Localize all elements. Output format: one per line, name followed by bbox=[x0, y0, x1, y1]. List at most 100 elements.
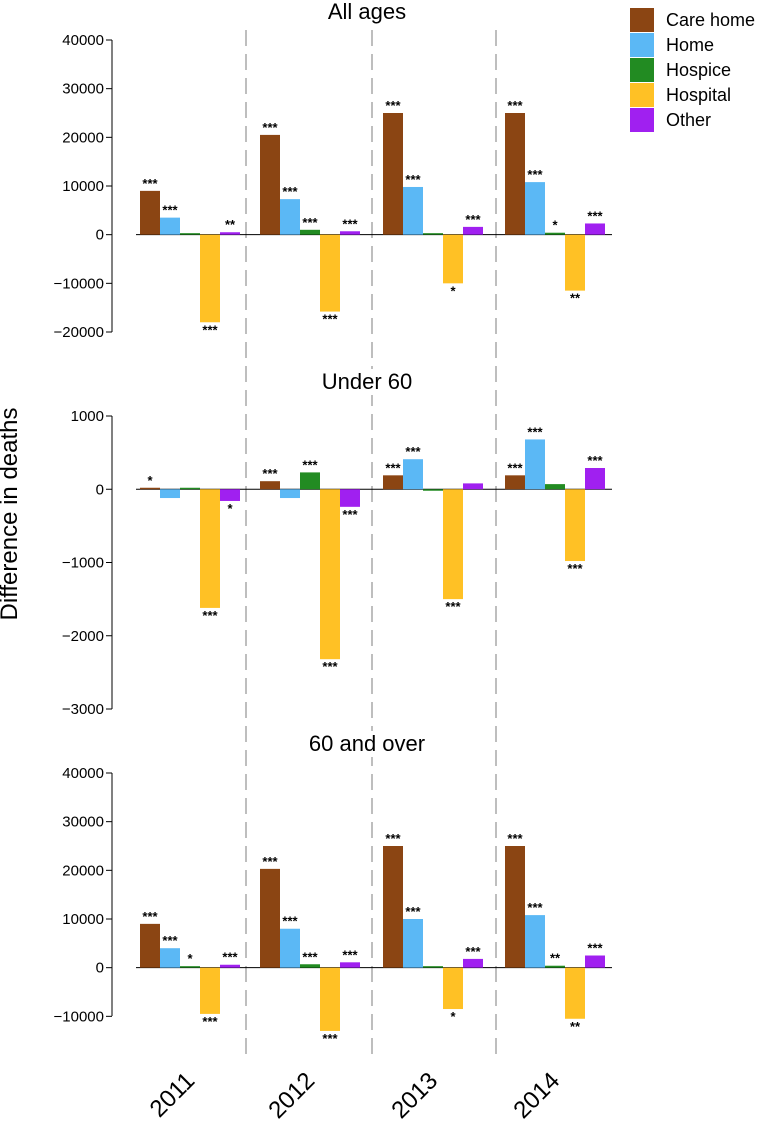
x-tick-label: 2013 bbox=[386, 1067, 443, 1124]
significance-label: *** bbox=[405, 444, 421, 459]
panel-title: 60 and over bbox=[309, 731, 425, 756]
significance-label: *** bbox=[405, 172, 421, 187]
bar-care-home bbox=[140, 190, 160, 235]
bar-hospital bbox=[320, 234, 340, 312]
significance-label: *** bbox=[465, 944, 481, 959]
significance-label: *** bbox=[507, 831, 523, 846]
bar-home bbox=[403, 186, 423, 235]
bar-other bbox=[585, 955, 605, 968]
bar-hospital bbox=[200, 489, 220, 608]
significance-label: *** bbox=[322, 1031, 338, 1046]
significance-label: *** bbox=[527, 167, 543, 182]
bar-care-home bbox=[260, 134, 280, 235]
panel-title: All ages bbox=[328, 0, 406, 24]
bar-home bbox=[160, 217, 180, 235]
significance-label: * bbox=[227, 501, 233, 516]
year-separators bbox=[245, 30, 497, 1060]
y-tick-label: −2000 bbox=[62, 628, 104, 645]
bar-other bbox=[463, 483, 483, 490]
legend-swatch bbox=[630, 33, 654, 57]
significance-label: *** bbox=[465, 212, 481, 227]
bar-hospice bbox=[545, 232, 565, 235]
y-tick-label: 0 bbox=[96, 960, 104, 977]
significance-label: *** bbox=[342, 216, 358, 231]
bar-hospice bbox=[545, 965, 565, 968]
bar-hospital bbox=[565, 489, 585, 562]
bar-hospital bbox=[443, 234, 463, 284]
bar-home bbox=[280, 928, 300, 968]
bar-hospice bbox=[423, 966, 443, 968]
bar-other bbox=[463, 958, 483, 968]
bar-care-home bbox=[505, 113, 525, 235]
bar-other bbox=[340, 489, 360, 507]
y-tick-label: 1000 bbox=[71, 408, 104, 425]
significance-label: *** bbox=[302, 949, 318, 964]
bar-other bbox=[220, 232, 240, 235]
y-tick-label: −10000 bbox=[54, 1008, 104, 1025]
bar-other bbox=[340, 231, 360, 235]
bar-care-home bbox=[140, 923, 160, 968]
significance-label: *** bbox=[587, 941, 603, 956]
y-tick-label: −1000 bbox=[62, 555, 104, 572]
significance-label: *** bbox=[202, 1014, 218, 1029]
bar-hospice bbox=[300, 472, 320, 490]
x-axis-tick-labels: 2011 2012 2013 2014 bbox=[145, 1067, 566, 1124]
x-tick-label: 2014 bbox=[508, 1067, 565, 1124]
significance-label: *** bbox=[322, 659, 338, 674]
legend-swatch bbox=[630, 108, 654, 132]
bar-other bbox=[585, 468, 605, 490]
bar-hospice bbox=[180, 487, 200, 490]
panel-title-background bbox=[307, 369, 427, 395]
bar-hospital bbox=[320, 967, 340, 1031]
bar-hospice bbox=[545, 484, 565, 490]
bar-hospice bbox=[180, 966, 200, 968]
y-tick-label: −10000 bbox=[54, 275, 104, 292]
bar-hospice bbox=[423, 233, 443, 235]
bar-care-home bbox=[383, 475, 403, 490]
y-tick-label: 40000 bbox=[62, 32, 104, 49]
significance-label: * bbox=[552, 218, 558, 233]
legend-label: Home bbox=[666, 35, 714, 55]
y-tick-label: 20000 bbox=[62, 129, 104, 146]
significance-label: *** bbox=[302, 457, 318, 472]
bar-care-home bbox=[140, 487, 160, 490]
significance-label: *** bbox=[282, 184, 298, 199]
significance-label: *** bbox=[507, 460, 523, 475]
significance-label: *** bbox=[162, 203, 178, 218]
significance-label: *** bbox=[385, 831, 401, 846]
bar-other bbox=[585, 223, 605, 235]
bar-home bbox=[403, 919, 423, 968]
y-tick-label: −3000 bbox=[62, 701, 104, 718]
significance-label: *** bbox=[282, 914, 298, 929]
legend-label: Other bbox=[666, 110, 711, 130]
significance-label: *** bbox=[262, 120, 278, 135]
bar-hospice bbox=[300, 964, 320, 968]
legend-label: Hospital bbox=[666, 85, 731, 105]
significance-label: *** bbox=[142, 176, 158, 191]
legend-swatch bbox=[630, 58, 654, 82]
bar-other bbox=[340, 962, 360, 968]
panel-title: Under 60 bbox=[322, 369, 413, 394]
bar-home bbox=[280, 489, 300, 499]
significance-label: * bbox=[147, 473, 153, 488]
significance-label: *** bbox=[202, 322, 218, 337]
bar-hospital bbox=[443, 489, 463, 600]
significance-label: *** bbox=[162, 933, 178, 948]
significance-label: *** bbox=[222, 950, 238, 965]
significance-label: *** bbox=[342, 507, 358, 522]
y-tick-label: 10000 bbox=[62, 911, 104, 928]
bar-other bbox=[220, 964, 240, 968]
bar-home bbox=[525, 439, 545, 490]
y-tick-label: 30000 bbox=[62, 81, 104, 98]
significance-label: *** bbox=[262, 466, 278, 481]
chart-panels: All ages 40000 30000 20000 10000 0 −10000 −2000… bbox=[54, 0, 612, 1046]
bar-care-home bbox=[505, 475, 525, 490]
panel-title-background bbox=[307, 0, 427, 25]
bar-home bbox=[160, 948, 180, 968]
significance-label: *** bbox=[322, 312, 338, 327]
y-tick-label: 20000 bbox=[62, 862, 104, 879]
significance-label: *** bbox=[385, 98, 401, 113]
bar-hospital bbox=[565, 967, 585, 1019]
